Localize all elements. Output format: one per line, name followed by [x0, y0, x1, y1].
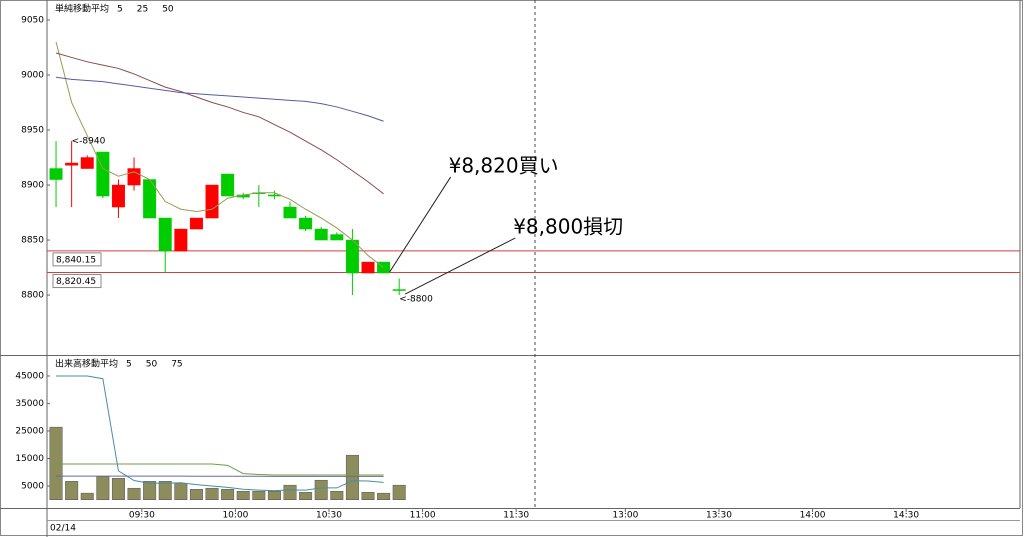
- y-tick-label: 8850: [21, 236, 44, 246]
- candle-body: [158, 217, 172, 252]
- x-tick-label: 10:00: [222, 511, 248, 521]
- volume-bar: [96, 476, 110, 500]
- candle-body: [205, 184, 219, 219]
- volume-bar: [252, 490, 266, 500]
- moving-average-line: [56, 463, 384, 476]
- legend-entry: 5: [117, 5, 123, 15]
- candle-body: [174, 228, 188, 252]
- candle-body: [65, 162, 79, 166]
- volume-bar: [174, 482, 188, 500]
- volume-bar: [377, 492, 391, 500]
- price-label-box: [52, 252, 102, 267]
- x-tick-label: 14:30: [893, 511, 919, 521]
- legend-entry: 50: [146, 360, 158, 370]
- annotation-arrow: [404, 237, 516, 295]
- y-tick-label: 8900: [21, 181, 44, 191]
- y-tick-label: 9000: [21, 71, 44, 81]
- price-marker: <-8940: [72, 137, 106, 147]
- volume-bar: [127, 487, 141, 500]
- candle-body: [283, 206, 297, 219]
- volume-bar: [361, 492, 375, 500]
- volume-bar: [330, 490, 344, 500]
- price-marker: <-8800: [399, 295, 433, 305]
- candle-body: [80, 157, 94, 169]
- moving-average-line: [55, 76, 384, 122]
- candle-body: [392, 289, 406, 291]
- x-tick-label: 13:30: [706, 511, 732, 521]
- candle-body: [111, 184, 125, 208]
- volume-bar: [299, 492, 313, 500]
- volume-bar: [143, 481, 157, 500]
- volume-bar: [80, 492, 94, 500]
- legend-title: 出来高移動平均: [55, 358, 118, 370]
- date-label: 02/14: [50, 524, 76, 534]
- y-tick-label: 45000: [15, 371, 44, 381]
- volume-bar: [392, 484, 406, 500]
- candle-body: [221, 173, 235, 197]
- volume-bar: [236, 490, 250, 500]
- volume-bar: [49, 426, 63, 500]
- y-tick-label: 5000: [21, 481, 44, 491]
- candle-body: [330, 234, 344, 241]
- volume-bar: [314, 479, 328, 500]
- price-label-box: [52, 274, 102, 289]
- legend-entry: 50: [162, 5, 174, 15]
- volume-bar: [221, 489, 235, 500]
- annotation: ¥8,800損切: [513, 215, 623, 239]
- x-tick-label: 13:00: [612, 511, 638, 521]
- legend-entry: 75: [171, 360, 182, 370]
- moving-average-line: [55, 41, 384, 268]
- x-tick-label: 10:30: [316, 511, 342, 521]
- candle-body: [361, 261, 375, 274]
- y-tick-label: 25000: [15, 426, 44, 436]
- volume-bar: [267, 490, 281, 500]
- candle-body: [189, 217, 203, 230]
- legend-entry: 5: [126, 360, 132, 370]
- candle-body: [314, 228, 328, 241]
- y-tick-label: 15000: [15, 454, 44, 464]
- volume-bar: [283, 484, 297, 500]
- volume-bar: [189, 489, 203, 500]
- volume-bar: [345, 454, 359, 500]
- annotation-arrow: [389, 176, 452, 273]
- volume-bar: [205, 487, 219, 500]
- x-tick-label: 11:00: [410, 511, 436, 521]
- price-label: 8,820.45: [56, 277, 96, 287]
- volume-bar: [111, 478, 125, 500]
- candle-body: [299, 217, 313, 230]
- volume-bar: [158, 481, 172, 500]
- y-tick-label: 8800: [21, 291, 44, 301]
- x-tick-label: 14:00: [800, 511, 826, 521]
- volume-bar: [65, 481, 79, 500]
- legend-title: 単純移動平均: [55, 3, 109, 15]
- y-tick-label: 9050: [21, 16, 44, 26]
- moving-average-line: [55, 52, 384, 195]
- x-tick-label: 09:30: [129, 511, 155, 521]
- candle-body: [49, 168, 63, 180]
- legend-entry: 25: [137, 5, 148, 15]
- annotation: ¥8,820買い: [449, 154, 559, 178]
- price-label: 8,840.15: [56, 255, 96, 265]
- candle-body: [127, 168, 141, 186]
- y-tick-label: 35000: [15, 399, 44, 409]
- y-tick-label: 8950: [21, 126, 44, 136]
- moving-average-line: [56, 375, 384, 492]
- x-tick-label: 11:30: [503, 511, 529, 521]
